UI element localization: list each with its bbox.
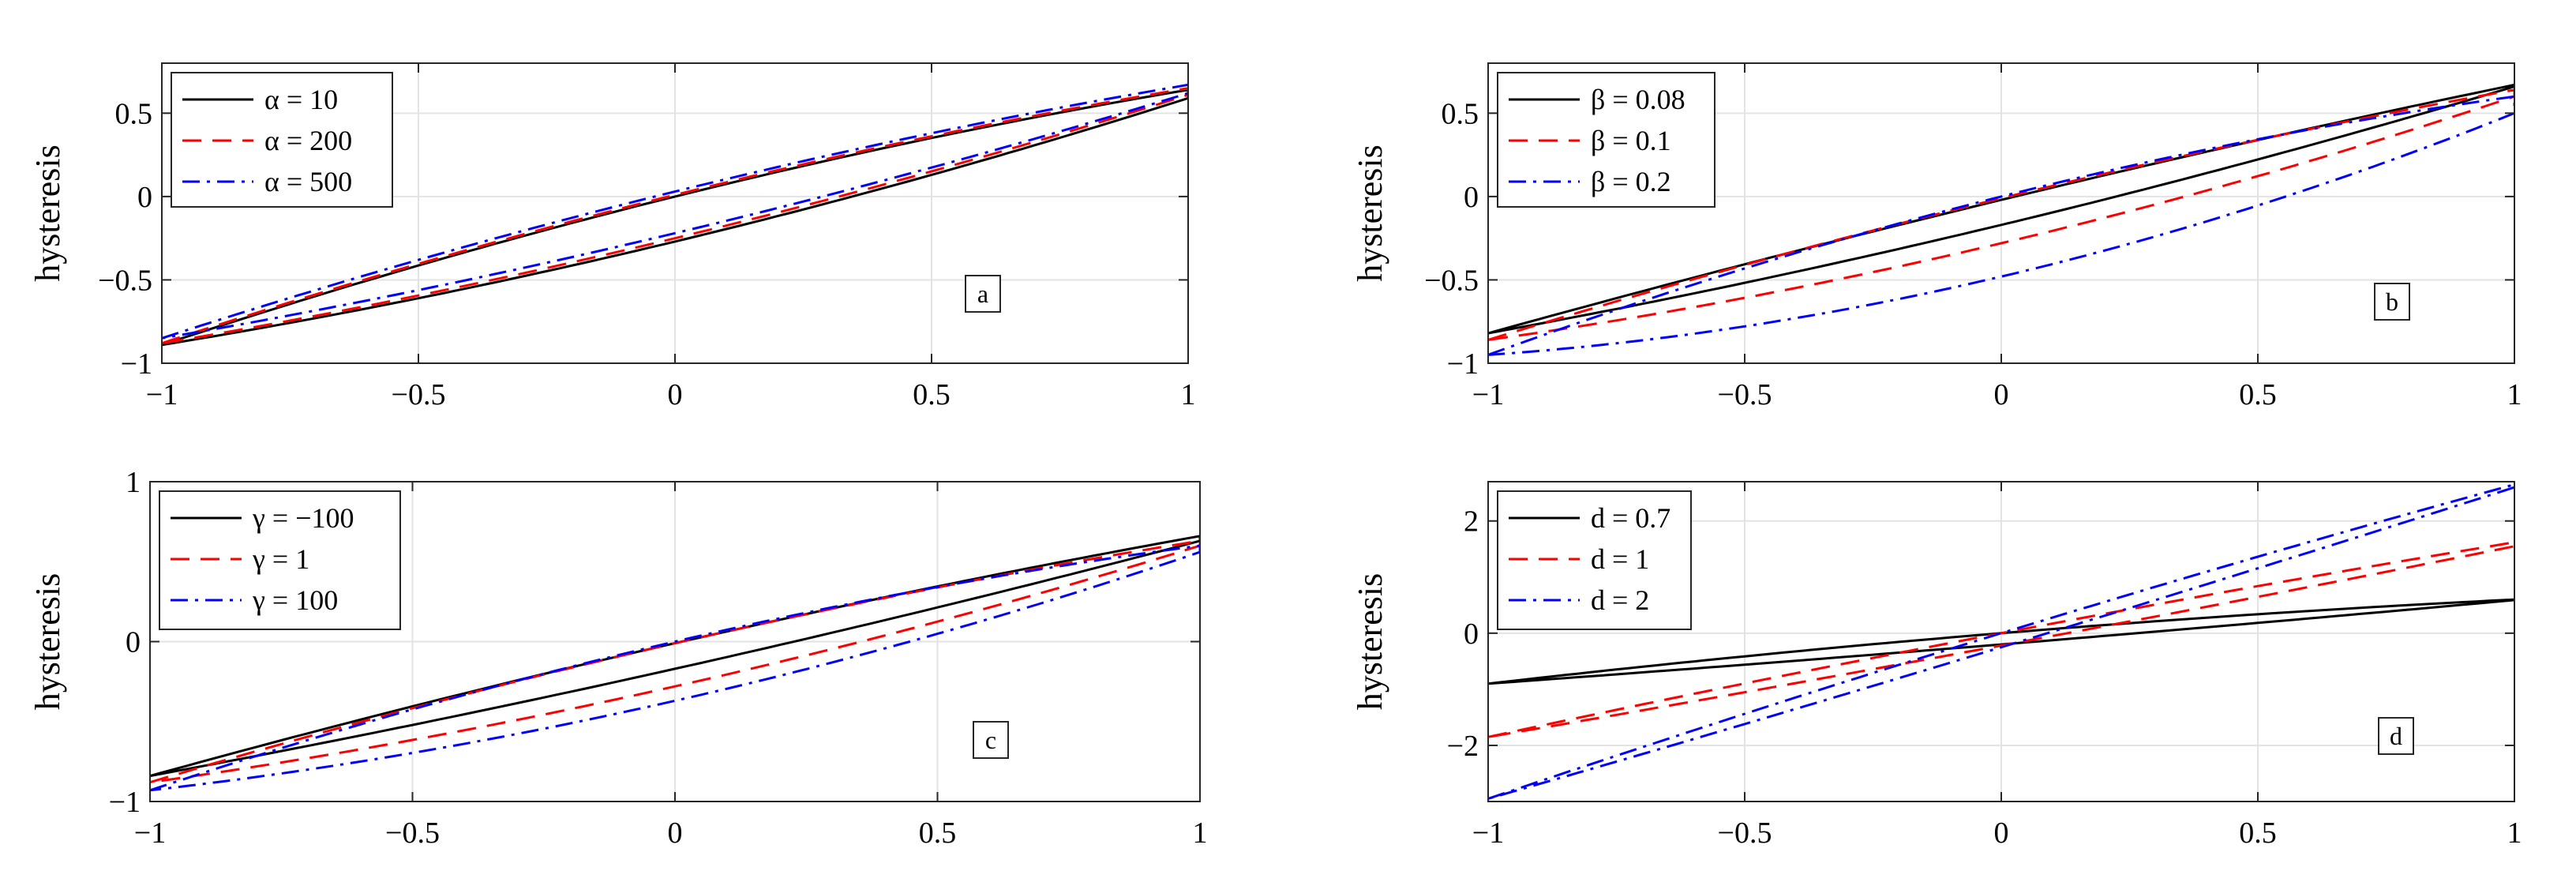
legend-label: γ = −100 [252,502,354,534]
y-tick-label: −1 [109,786,141,819]
legend: γ = −100 γ = 1 γ = 100 [159,490,401,630]
panel-label: d [2378,717,2414,755]
panel-label-box [2374,283,2410,321]
series-line-2 [150,539,1200,784]
series-line-1 [162,88,1188,347]
x-tick-label: 0 [1994,817,2009,850]
y-tick-label: 0 [137,181,152,214]
y-tick-label: −0.5 [98,264,152,297]
series-line-2 [1488,88,2514,341]
x-tick-label: −1 [146,378,178,411]
y-tick-label: 0 [1464,181,1479,214]
legend-label: d = 0.7 [1591,502,1670,534]
legend-box [159,490,401,630]
legend: α = 10 α = 200 α = 500 [171,72,393,208]
panel-label: c [973,721,1009,759]
y-tick-label: −1 [1447,347,1479,381]
series-group [1488,483,2514,800]
x-tick-label: 0.5 [919,817,957,850]
x-tick-label: −1 [1472,817,1504,850]
x-tick-label: 1 [2507,378,2522,411]
legend: d = 0.7 d = 1 d = 2 [1497,490,1692,630]
panel-label: b [2374,283,2410,321]
series-group [150,535,1200,792]
x-tick-label: 0.5 [2239,817,2277,850]
legend-box [1497,72,1715,208]
legend-label: d = 1 [1591,543,1649,575]
y-tick-label: −2 [1447,730,1479,763]
x-tick-label: 1 [1181,378,1196,411]
legend-label: d = 2 [1591,584,1649,616]
legend-label: β = 0.08 [1591,84,1685,115]
x-tick-label: 1 [2507,817,2522,850]
y-axis-label: hysteresis [1351,573,1389,711]
y-tick-label: −1 [121,347,152,381]
x-tick-label: −0.5 [385,817,440,850]
legend-label: α = 200 [264,125,352,156]
series-line-3 [162,83,1188,340]
legend-label: α = 10 [264,84,338,115]
x-tick-label: −0.5 [1718,817,1772,850]
y-tick-label: 0.5 [1442,97,1479,130]
y-axis-label: hysteresis [28,573,67,711]
x-tick-label: 0.5 [913,378,951,411]
panel-label-box [965,275,1001,313]
y-tick-label: 1 [126,466,141,499]
legend-label: β = 0.2 [1591,166,1671,197]
x-tick-label: 1 [1193,817,1208,850]
series-line-3 [1488,95,2514,356]
legend-label: β = 0.1 [1591,125,1671,156]
legend: β = 0.08 β = 0.1 β = 0.2 [1497,72,1715,208]
x-tick-label: −0.5 [392,378,446,411]
legend-label: γ = 100 [252,584,338,616]
series-group [1488,83,2514,356]
x-tick-label: 0 [668,817,683,850]
y-tick-label: 0.5 [115,97,153,130]
legend-box [171,72,393,208]
panel-label-box [973,721,1009,759]
series-line-3 [1488,483,2514,800]
y-tick-label: 0 [1464,618,1479,651]
panel-label-text: b [2386,287,2398,316]
panel-label-text: d [2390,722,2402,750]
series-line-2 [1488,541,2514,738]
legend-label: γ = 1 [252,543,309,575]
series-group [162,83,1188,347]
panel-label-box [2378,717,2414,755]
y-axis-label: hysteresis [28,145,67,282]
x-tick-label: −0.5 [1718,378,1772,411]
x-tick-label: 0.5 [2239,378,2277,411]
x-tick-label: 0 [1994,378,2009,411]
x-tick-label: −1 [134,817,166,850]
series-line-1 [1488,598,2514,685]
series-line-2 [162,87,1188,345]
legend-label: α = 500 [264,166,352,197]
panel-label-text: a [977,280,988,308]
series-line-3 [150,544,1200,792]
x-tick-label: 0 [668,378,683,411]
x-tick-label: −1 [1472,378,1504,411]
panel-label-text: c [985,726,996,754]
y-tick-label: 2 [1464,505,1479,539]
y-axis-label: hysteresis [1351,145,1389,282]
y-tick-label: −0.5 [1424,264,1479,297]
panel-label: a [965,275,1001,313]
y-tick-label: 0 [126,626,141,659]
legend-box [1497,490,1692,630]
